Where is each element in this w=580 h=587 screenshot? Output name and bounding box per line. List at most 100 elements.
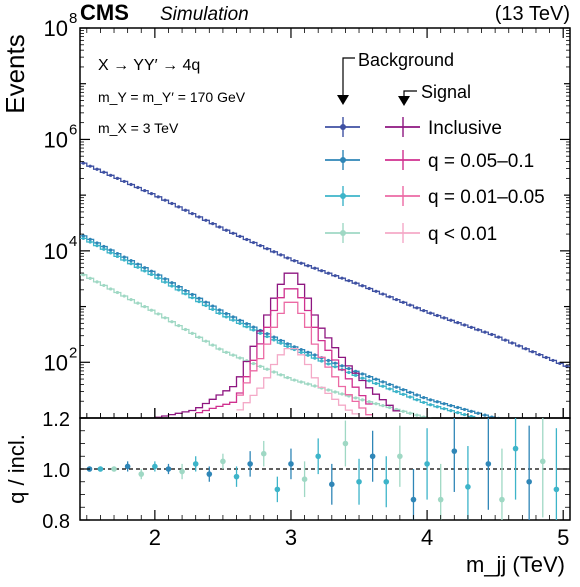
y-axis-label-ratio: q / incl. xyxy=(4,434,29,504)
legend-bkg-marker xyxy=(340,230,346,236)
legend-bkg-marker xyxy=(340,157,346,163)
ratio-point xyxy=(165,466,172,472)
y-tick-label-base: 10 xyxy=(44,239,68,264)
ratio-point xyxy=(111,466,117,472)
legend-row-0: Inclusive xyxy=(325,117,502,139)
ratio-point xyxy=(260,450,267,457)
ratio-point xyxy=(397,453,403,460)
bkg-series-1-marker xyxy=(551,423,554,426)
ratio-point xyxy=(499,496,505,503)
y-axis-label-main: Events xyxy=(0,34,30,114)
y-tick-label-exp: 4 xyxy=(69,233,77,250)
bkg-series-3-marker xyxy=(449,421,452,424)
ratio-point xyxy=(192,461,199,467)
bkg-series-2-marker xyxy=(524,425,527,428)
legend-bkg-arrowhead xyxy=(337,95,349,105)
legend: Background Signal Inclusive q = 0.05–0.1 q… xyxy=(325,50,545,245)
y-tick-label-exp: 8 xyxy=(69,10,77,27)
ratio-point xyxy=(315,453,321,460)
ratio-point xyxy=(424,461,430,467)
ratio-point xyxy=(124,463,131,470)
bkg-series-1-marker xyxy=(565,425,568,428)
ratio-point xyxy=(288,461,294,467)
legend-row-1: q = 0.05–0.1 xyxy=(325,150,534,172)
ratio-point xyxy=(274,486,281,493)
ratio-point xyxy=(179,468,185,475)
bkg-series-1-marker xyxy=(545,422,548,425)
mass-y-annotation: m_Y = m_Y′ = 170 GeV xyxy=(98,89,246,105)
ratio-point xyxy=(437,496,444,503)
ratio-point xyxy=(220,458,226,465)
sig-series-2-step xyxy=(236,301,373,416)
bkg-series-2-marker xyxy=(490,421,493,424)
bkg-series-2-marker xyxy=(531,425,534,428)
y-tick-label-base: 10 xyxy=(44,16,68,41)
energy-label: (13 TeV) xyxy=(495,3,570,25)
ratio-point xyxy=(526,478,532,485)
simulation-label: Simulation xyxy=(160,4,249,25)
x-tick-label: 4 xyxy=(421,525,433,550)
ratio-point xyxy=(356,478,362,485)
ratio-point xyxy=(465,484,471,490)
mass-x-annotation: m_X = 3 TeV xyxy=(98,120,179,136)
legend-bkg-pointer xyxy=(342,57,355,100)
sig-series-1-step xyxy=(195,288,373,414)
ratio-point xyxy=(97,466,104,472)
ratio-point xyxy=(410,496,417,503)
ratio-point xyxy=(247,461,253,467)
ratio-point xyxy=(553,486,560,493)
legend-label-1: q = 0.05–0.1 xyxy=(428,151,534,172)
ratio-point xyxy=(512,445,519,452)
y-tick-label-exp: 2 xyxy=(69,344,77,361)
ratio-point xyxy=(451,448,458,454)
bkg-series-3-marker xyxy=(470,424,473,427)
legend-label-3: q < 0.01 xyxy=(428,224,497,245)
ratio-point xyxy=(383,478,390,485)
experiment-label: CMS xyxy=(80,0,129,25)
legend-sig-arrowhead xyxy=(398,96,410,106)
bkg-series-1-marker xyxy=(531,421,534,424)
ratio-point xyxy=(485,461,492,467)
legend-label-0: Inclusive xyxy=(428,118,502,139)
bkg-series-1-marker xyxy=(524,420,527,423)
x-axis-label: m_jj (TeV) xyxy=(466,552,565,577)
x-tick-label: 3 xyxy=(285,525,297,550)
bkg-series-2-marker xyxy=(565,428,568,431)
bkg-series-1-marker xyxy=(538,421,541,424)
sig-series-3-step xyxy=(236,347,367,418)
legend-row-2: q = 0.01–0.05 xyxy=(325,186,545,208)
ratio-y-tick-label: 1.2 xyxy=(42,409,70,431)
y-tick-label-exp: 6 xyxy=(69,121,77,138)
y-tick-label-base: 10 xyxy=(44,127,68,152)
bkg-series-3-step xyxy=(80,274,435,418)
bkg-series-2-marker xyxy=(551,427,554,430)
ratio-point xyxy=(539,458,546,465)
bkg-series-3-marker xyxy=(456,422,459,425)
process-annotation: X → YY′ → 4q xyxy=(98,57,200,74)
bkg-series-3-marker xyxy=(442,419,445,422)
ratio-point xyxy=(342,440,349,447)
bkg-series-1-marker xyxy=(511,418,514,421)
bkg-series-3-marker xyxy=(477,426,480,429)
bkg-series-1-marker xyxy=(517,419,520,422)
ratio-y-tick-label: 0.8 xyxy=(42,511,70,533)
bkg-series-1-marker xyxy=(558,424,561,427)
bkg-series-3-marker xyxy=(490,428,493,431)
bkg-series-2-marker xyxy=(497,422,500,425)
bkg-series-2-marker xyxy=(483,419,486,422)
bkg-series-2-marker xyxy=(538,426,541,429)
x-tick-label: 2 xyxy=(149,525,161,550)
legend-bkg-marker xyxy=(340,193,346,199)
ratio-point xyxy=(138,471,145,477)
ratio-point xyxy=(369,453,376,460)
ratio-point xyxy=(301,476,308,483)
legend-background-title: Background xyxy=(358,50,454,70)
legend-bkg-marker xyxy=(340,124,346,130)
ratio-point xyxy=(233,473,240,480)
ratio-y-tick-label: 1.0 xyxy=(42,460,70,482)
bkg-series-3-marker xyxy=(463,423,466,426)
bkg-series-2-marker xyxy=(504,423,507,426)
legend-signal-title: Signal xyxy=(421,82,471,102)
bkg-series-3-marker xyxy=(483,427,486,430)
